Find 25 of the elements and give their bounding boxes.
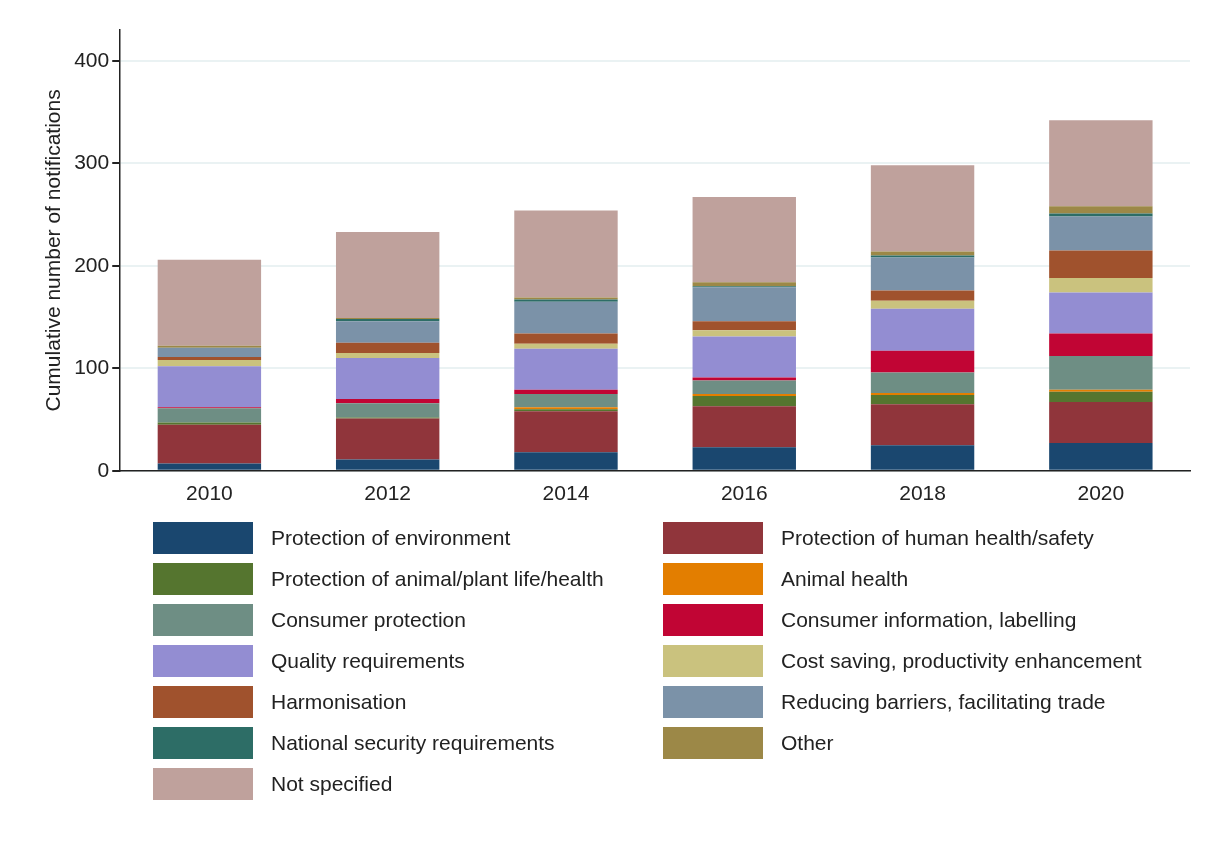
y-tick-label: 100 bbox=[74, 355, 110, 379]
x-tick-label: 2014 bbox=[542, 481, 590, 505]
y-tick-label: 300 bbox=[74, 150, 110, 174]
legend-label: Other bbox=[781, 731, 834, 755]
legend-label: Consumer information, labelling bbox=[781, 608, 1077, 632]
y-tick-label: 200 bbox=[74, 252, 110, 276]
legend-label: Quality requirements bbox=[271, 649, 465, 673]
legend-label: Protection of environment bbox=[271, 526, 511, 550]
x-tick-label: 2020 bbox=[1077, 481, 1125, 505]
legend-label: National security requirements bbox=[271, 731, 555, 755]
legend-label: Reducing barriers, facilitating trade bbox=[781, 690, 1106, 714]
x-tick-label: 2010 bbox=[186, 481, 233, 505]
y-tick-label: 400 bbox=[74, 47, 110, 71]
y-axis-title: Cumulative number of notifications bbox=[41, 89, 65, 412]
legend-label: Cost saving, productivity enhancement bbox=[781, 649, 1142, 673]
legend-label: Protection of animal/plant life/health bbox=[271, 567, 604, 591]
x-tick-label: 2016 bbox=[720, 481, 768, 505]
legend-label: Harmonisation bbox=[271, 690, 407, 714]
y-tick-label: 0 bbox=[97, 457, 110, 481]
legend-label: Consumer protection bbox=[271, 608, 466, 632]
x-tick-label: 2018 bbox=[899, 481, 946, 505]
legend-label: Not specified bbox=[271, 772, 393, 796]
x-tick-label: 2012 bbox=[364, 481, 412, 505]
legend-label: Animal health bbox=[781, 567, 909, 591]
legend-label: Protection of human health/safety bbox=[781, 526, 1094, 550]
